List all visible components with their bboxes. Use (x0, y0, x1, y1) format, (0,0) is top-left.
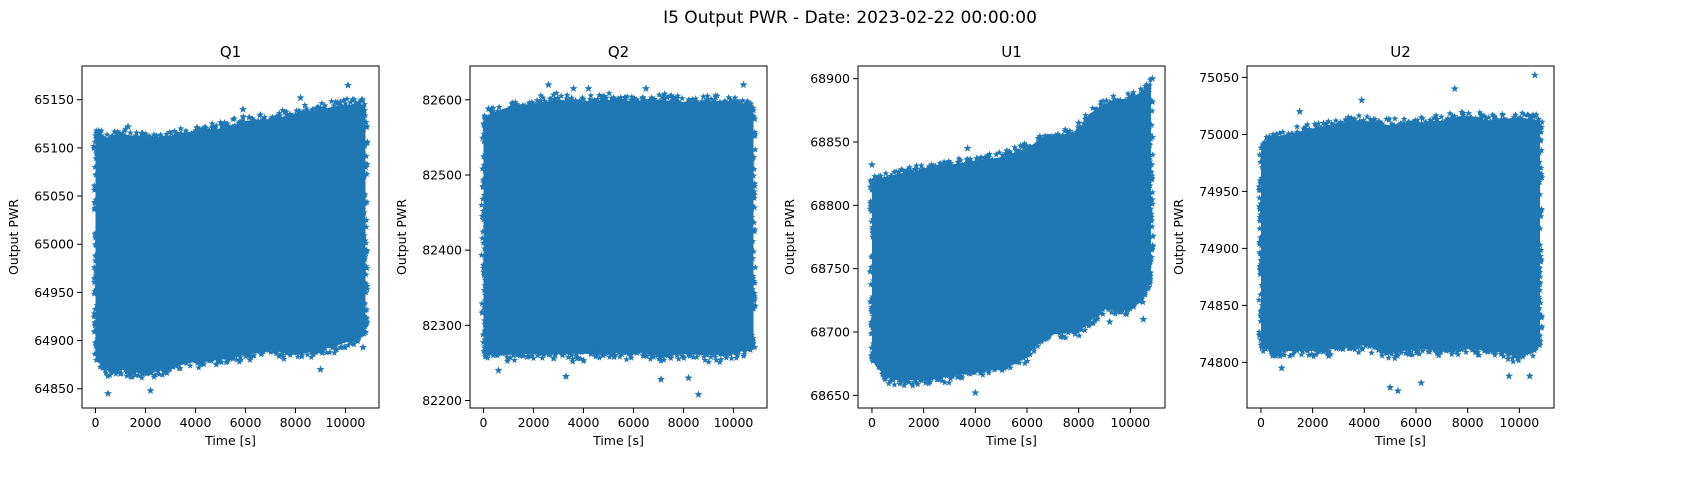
y-axis-label: Output PWR (782, 199, 797, 275)
star-markers (866, 74, 1157, 397)
y-axis-label: Output PWR (1171, 199, 1186, 275)
x-axis-label: Time [s] (204, 433, 256, 448)
y-axis-label: Output PWR (394, 199, 409, 275)
x-tick-label: 2000 (518, 415, 550, 430)
figure-suptitle: I5 Output PWR - Date: 2023-02-22 00:00:0… (663, 8, 1037, 28)
scatter-series (90, 81, 371, 397)
y-tick-label: 65100 (34, 140, 74, 155)
x-tick-label: 10000 (1110, 415, 1150, 430)
x-tick-label: 10000 (1499, 415, 1539, 430)
axes-container: 0 2000 4000 6000 8000 10000 64850 64900 64950 650… (6, 43, 1555, 448)
x-tick-label: 6000 (230, 415, 262, 430)
x-tick-label: 6000 (1011, 415, 1043, 430)
scatter-series (478, 80, 759, 398)
scatter-series (1255, 70, 1546, 395)
x-tick-label: 4000 (568, 415, 600, 430)
subplot-title: U1 (1001, 43, 1022, 61)
y-tick-label: 64850 (34, 381, 74, 396)
x-tick-label: 8000 (280, 415, 312, 430)
y-tick-label: 74800 (1199, 355, 1239, 370)
y-tick-label: 65150 (34, 92, 74, 107)
x-tick-label: 8000 (1063, 415, 1095, 430)
x-axis-label: Time [s] (1374, 433, 1426, 448)
x-tick-label: 8000 (1452, 415, 1484, 430)
x-tick-label: 4000 (959, 415, 991, 430)
subplot-title: Q1 (220, 43, 241, 61)
y-tick-label: 82500 (422, 167, 462, 182)
x-tick-label: 0 (480, 415, 488, 430)
y-tick-label: 82300 (422, 318, 462, 333)
data-band (1261, 117, 1540, 357)
x-axis-label: Time [s] (592, 433, 644, 448)
y-tick-label: 65050 (34, 189, 74, 204)
x-tick-label: 8000 (668, 415, 700, 430)
y-tick-label: 74950 (1199, 184, 1239, 199)
x-tick-label: 10000 (326, 415, 366, 430)
axes-frame (1246, 65, 1555, 409)
scatter-series (866, 74, 1157, 397)
axes-frame (81, 65, 380, 409)
x-tick-label: 2000 (908, 415, 940, 430)
subplot-u1: 0 2000 4000 6000 8000 10000 68650 68700 68750 688… (782, 43, 1166, 448)
y-axis-label: Output PWR (6, 199, 21, 275)
x-tick-label: 2000 (130, 415, 162, 430)
x-tick-label: 6000 (618, 415, 650, 430)
subplot-title: Q2 (608, 43, 629, 61)
y-tick-label: 75000 (1199, 127, 1239, 142)
y-tick-label: 68700 (810, 325, 850, 340)
y-tick-label: 75050 (1199, 70, 1239, 85)
y-tick-label: 74900 (1199, 241, 1239, 256)
data-band (95, 104, 366, 375)
star-markers (90, 81, 371, 397)
subplot-title: U2 (1390, 43, 1411, 61)
data-band (872, 81, 1151, 381)
data-band (483, 99, 754, 357)
x-tick-label: 6000 (1400, 415, 1432, 430)
x-tick-label: 0 (868, 415, 876, 430)
axes-frame (857, 65, 1166, 409)
star-markers (478, 80, 759, 398)
axes-frame (469, 65, 768, 409)
y-tick-label: 68650 (810, 388, 850, 403)
x-tick-label: 10000 (714, 415, 754, 430)
x-tick-label: 0 (92, 415, 100, 430)
subplot-q2: 0 2000 4000 6000 8000 10000 82200 82300 82400 825… (394, 43, 768, 448)
y-tick-label: 65000 (34, 237, 74, 252)
y-tick-label: 68800 (810, 198, 850, 213)
y-tick-label: 82600 (422, 92, 462, 107)
subplot-u2: 0 2000 4000 6000 8000 10000 74800 74850 74900 749… (1171, 43, 1555, 448)
x-tick-label: 4000 (1348, 415, 1380, 430)
y-tick-label: 68900 (810, 71, 850, 86)
x-axis-label: Time [s] (985, 433, 1037, 448)
x-tick-label: 4000 (180, 415, 212, 430)
y-tick-label: 68750 (810, 261, 850, 276)
x-tick-label: 2000 (1297, 415, 1329, 430)
y-tick-label: 82200 (422, 393, 462, 408)
subplot-q1: 0 2000 4000 6000 8000 10000 64850 64900 64950 650… (6, 43, 380, 448)
y-tick-label: 68850 (810, 135, 850, 150)
y-tick-label: 64900 (34, 333, 74, 348)
y-tick-label: 64950 (34, 285, 74, 300)
x-tick-label: 0 (1257, 415, 1265, 430)
y-tick-label: 74850 (1199, 298, 1239, 313)
y-tick-label: 82400 (422, 243, 462, 258)
